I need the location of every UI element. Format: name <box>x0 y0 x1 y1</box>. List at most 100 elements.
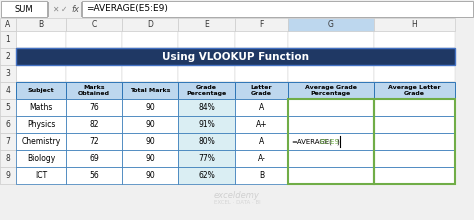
Bar <box>66 31 122 48</box>
Bar <box>178 116 235 133</box>
Bar <box>122 116 178 133</box>
Text: 6: 6 <box>6 120 10 129</box>
Bar <box>288 150 374 167</box>
Bar <box>66 167 122 184</box>
Text: 69: 69 <box>89 154 99 163</box>
Bar <box>16 99 66 116</box>
Text: Average Letter
Grade: Average Letter Grade <box>388 85 441 96</box>
Bar <box>122 150 178 167</box>
Text: A: A <box>259 103 264 112</box>
Text: SUM: SUM <box>15 4 33 13</box>
Bar <box>16 99 66 116</box>
Bar <box>122 99 178 116</box>
Text: 90: 90 <box>145 154 155 163</box>
Bar <box>288 82 374 99</box>
Bar <box>374 48 455 65</box>
Text: G: G <box>328 20 334 29</box>
Bar <box>374 31 455 48</box>
Bar <box>66 116 122 133</box>
Text: Chemistry: Chemistry <box>21 137 61 146</box>
Bar <box>16 116 66 133</box>
Bar <box>122 133 178 150</box>
Text: 62%: 62% <box>198 171 215 180</box>
Bar <box>16 65 66 82</box>
Bar <box>0 48 16 65</box>
Bar <box>235 133 288 150</box>
Bar <box>0 133 16 150</box>
Bar <box>0 99 16 116</box>
Bar <box>374 99 455 116</box>
Bar <box>178 99 235 116</box>
Text: 90: 90 <box>145 103 155 112</box>
Bar <box>235 150 288 167</box>
Bar <box>0 82 16 99</box>
Bar <box>0 116 16 133</box>
Bar <box>374 82 455 99</box>
Text: Total Marks: Total Marks <box>130 88 170 93</box>
Text: 84%: 84% <box>198 103 215 112</box>
Bar <box>66 82 122 99</box>
Bar <box>178 31 235 48</box>
Bar <box>66 150 122 167</box>
Bar <box>122 133 178 150</box>
Bar <box>122 116 178 133</box>
Bar <box>122 167 178 184</box>
Text: Grade
Percentage: Grade Percentage <box>186 85 227 96</box>
Bar <box>178 82 235 99</box>
Text: 7: 7 <box>6 137 10 146</box>
Bar <box>178 133 235 150</box>
Text: EXCEL · DATA · BI: EXCEL · DATA · BI <box>214 200 260 205</box>
Text: 90: 90 <box>145 171 155 180</box>
Text: 77%: 77% <box>198 154 215 163</box>
Bar <box>374 167 455 184</box>
Bar <box>178 133 235 150</box>
Bar <box>235 65 288 82</box>
Bar <box>1 1 47 17</box>
Bar <box>0 31 16 48</box>
Bar <box>0 82 16 99</box>
Text: 9: 9 <box>6 171 10 180</box>
Bar <box>66 116 122 133</box>
Text: 82: 82 <box>89 120 99 129</box>
Bar <box>16 150 66 167</box>
Bar <box>235 82 288 99</box>
Bar <box>178 150 235 167</box>
Text: ✓: ✓ <box>61 4 67 13</box>
Bar <box>0 167 16 184</box>
Bar <box>0 150 16 167</box>
Text: F: F <box>259 20 264 29</box>
Bar <box>178 167 235 184</box>
Bar <box>66 133 122 150</box>
Bar <box>374 150 455 167</box>
Bar <box>288 133 374 150</box>
Bar <box>374 82 455 99</box>
Bar <box>235 167 288 184</box>
Text: 8: 8 <box>6 154 10 163</box>
Bar <box>288 167 374 184</box>
Bar <box>66 99 122 116</box>
Text: A+: A+ <box>255 120 267 129</box>
Bar <box>122 82 178 99</box>
Bar <box>288 48 374 65</box>
Bar <box>374 150 455 167</box>
Bar <box>16 82 66 99</box>
Bar <box>122 48 178 65</box>
Text: A-: A- <box>257 154 265 163</box>
Bar <box>374 65 455 82</box>
Bar <box>16 133 66 150</box>
Bar <box>288 116 374 133</box>
Text: exceldemy: exceldemy <box>214 191 260 200</box>
Bar <box>66 18 122 31</box>
Text: 5: 5 <box>6 103 10 112</box>
Text: 3: 3 <box>6 69 10 78</box>
Text: Letter
Grade: Letter Grade <box>251 85 272 96</box>
Bar <box>235 31 288 48</box>
Text: 80%: 80% <box>198 137 215 146</box>
Bar <box>288 82 374 99</box>
Text: Average Grade
Percentage: Average Grade Percentage <box>305 85 357 96</box>
Text: 91%: 91% <box>198 120 215 129</box>
Text: Subject: Subject <box>27 88 55 93</box>
Bar <box>66 65 122 82</box>
Text: ): ) <box>336 138 339 145</box>
Bar <box>235 150 288 167</box>
